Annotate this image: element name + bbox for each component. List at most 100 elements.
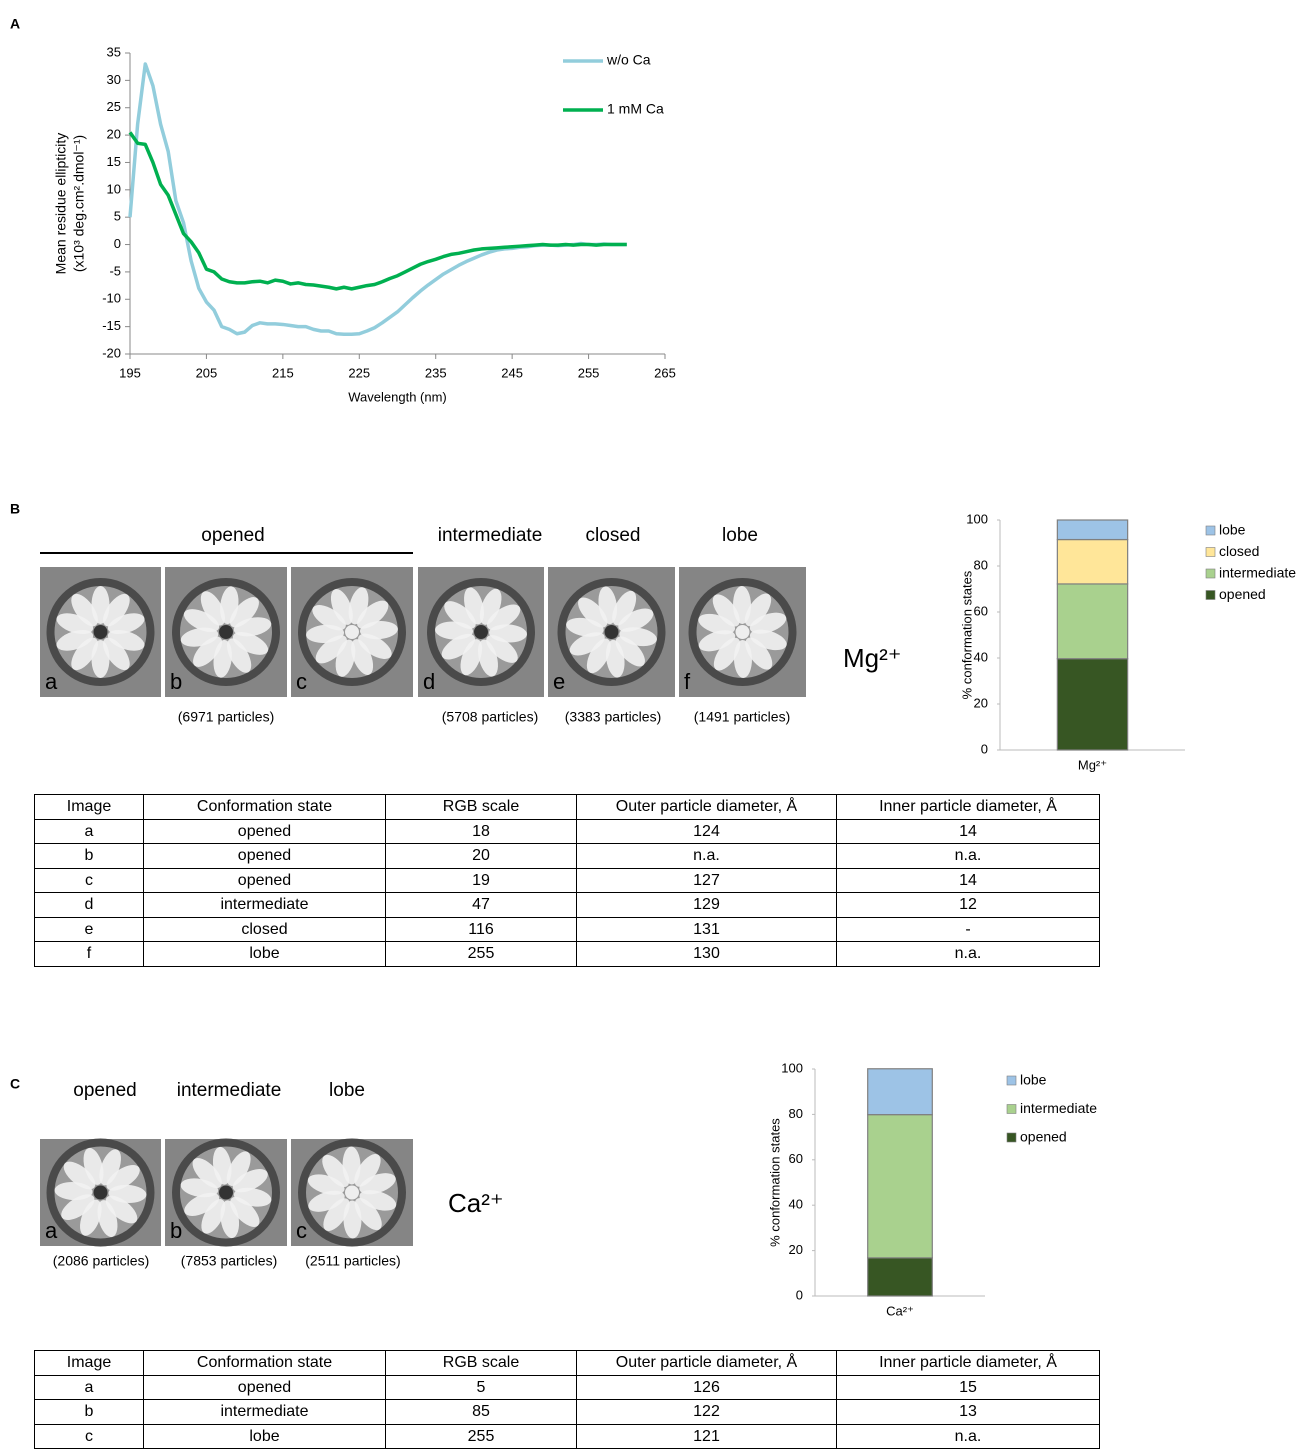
image-letter: b	[170, 1218, 182, 1243]
figure: ABC-20-15-10-505101520253035195205215225…	[0, 0, 1305, 1451]
table-row: eclosed116131-	[35, 917, 1100, 942]
table-cell: intermediate	[144, 1400, 386, 1425]
legend-label: opened	[1219, 586, 1266, 602]
x-tick-label: 205	[196, 365, 218, 380]
table-row: flobe255130n.a.	[35, 942, 1100, 967]
micrograph-center	[94, 625, 108, 639]
y-axis-title: % conformation states	[767, 1118, 782, 1247]
y-tick-label: 40	[789, 1197, 803, 1212]
micrograph-center	[219, 625, 233, 639]
table-cell: e	[35, 917, 144, 942]
micrograph-center	[345, 625, 359, 639]
bar-segment	[1057, 520, 1127, 540]
particle-count: (5708 particles)	[442, 709, 539, 725]
x-tick-label: 255	[578, 365, 600, 380]
table-header: ImageConformation stateRGB scaleOuter pa…	[35, 1351, 1100, 1376]
y-tick-label: 60	[789, 1151, 803, 1166]
legend-swatch	[1206, 548, 1215, 557]
state-label: closed	[586, 525, 641, 546]
header-cell: Conformation state	[144, 1351, 386, 1376]
bar-segment	[868, 1115, 933, 1258]
header-cell: RGB scale	[386, 795, 577, 820]
table-cell: 122	[577, 1400, 837, 1425]
ion-label: Mg²⁺	[843, 643, 902, 673]
table-cell: a	[35, 819, 144, 844]
legend-swatch	[1206, 569, 1215, 578]
y-tick-label: -15	[102, 318, 121, 333]
y-tick-label: 25	[107, 99, 121, 114]
y-tick-label: -10	[102, 291, 121, 306]
legend-swatch	[1007, 1076, 1016, 1085]
x-tick-label: 195	[119, 365, 141, 380]
y-tick-label: 35	[107, 44, 121, 59]
table-cell: c	[35, 1424, 144, 1449]
table-cell: lobe	[144, 1424, 386, 1449]
image-letter: e	[553, 669, 565, 694]
y-tick-label: 20	[974, 695, 988, 710]
particle-count: (2511 particles)	[305, 1253, 400, 1269]
table-cell: 15	[837, 1375, 1100, 1400]
table-cell: opened	[144, 868, 386, 893]
x-tick-label: 265	[654, 365, 676, 380]
table-cell: c	[35, 868, 144, 893]
table-cell: 5	[386, 1375, 577, 1400]
x-tick-label: Mg²⁺	[1078, 757, 1107, 772]
table-row: bopened20n.a.n.a.	[35, 844, 1100, 869]
table-cell: opened	[144, 844, 386, 869]
micrograph-center	[736, 625, 750, 639]
table-cell: 116	[386, 917, 577, 942]
y-tick-label: 5	[114, 209, 121, 224]
header-cell: Conformation state	[144, 795, 386, 820]
x-axis-title: Wavelength (nm)	[348, 389, 447, 404]
y-tick-label: -20	[102, 345, 121, 360]
bar-segment	[1057, 584, 1127, 659]
x-tick-label: 235	[425, 365, 447, 380]
state-label: lobe	[329, 1080, 365, 1101]
header-cell: Image	[35, 1351, 144, 1376]
header-cell: Outer particle diameter, Å	[577, 795, 837, 820]
x-tick-label: Ca²⁺	[886, 1303, 914, 1318]
table-cell: n.a.	[837, 1424, 1100, 1449]
table-cell: 18	[386, 819, 577, 844]
table-cell: -	[837, 917, 1100, 942]
table-cell: opened	[144, 1375, 386, 1400]
micrograph-center	[474, 625, 488, 639]
table-cell: 13	[837, 1400, 1100, 1425]
y-tick-label: 80	[789, 1106, 803, 1121]
particle-count: (3383 particles)	[565, 709, 662, 725]
table-cell: intermediate	[144, 893, 386, 918]
legend-swatch	[1206, 526, 1215, 535]
table-cell: 126	[577, 1375, 837, 1400]
y-axis-title: Mean residue ellipticity	[53, 133, 69, 275]
image-letter: d	[423, 669, 435, 694]
header-cell: Inner particle diameter, Å	[837, 795, 1100, 820]
page: ABC-20-15-10-505101520253035195205215225…	[0, 0, 1305, 1451]
table-cell: 255	[386, 1424, 577, 1449]
table-cell: 20	[386, 844, 577, 869]
y-tick-label: 0	[796, 1287, 803, 1302]
y-tick-label: 30	[107, 72, 121, 87]
header-cell: Inner particle diameter, Å	[837, 1351, 1100, 1376]
y-tick-label: 60	[974, 603, 988, 618]
ion-label: Ca²⁺	[448, 1188, 504, 1218]
state-label: lobe	[722, 525, 758, 546]
particle-count: (2086 particles)	[53, 1253, 150, 1269]
x-tick-label: 215	[272, 365, 294, 380]
y-tick-label: 100	[966, 511, 988, 526]
particle-count: (6971 particles)	[178, 709, 275, 725]
line-series	[130, 64, 627, 334]
legend-label: intermediate	[1020, 1100, 1097, 1116]
legend-label: intermediate	[1219, 565, 1296, 581]
table-cell: 47	[386, 893, 577, 918]
table-cell: 14	[837, 868, 1100, 893]
y-tick-label: 0	[114, 236, 121, 251]
legend-label: opened	[1020, 1129, 1067, 1145]
legend-label: lobe	[1020, 1072, 1047, 1088]
image-letter: c	[296, 669, 307, 694]
y-axis-title: % conformation states	[959, 570, 974, 699]
